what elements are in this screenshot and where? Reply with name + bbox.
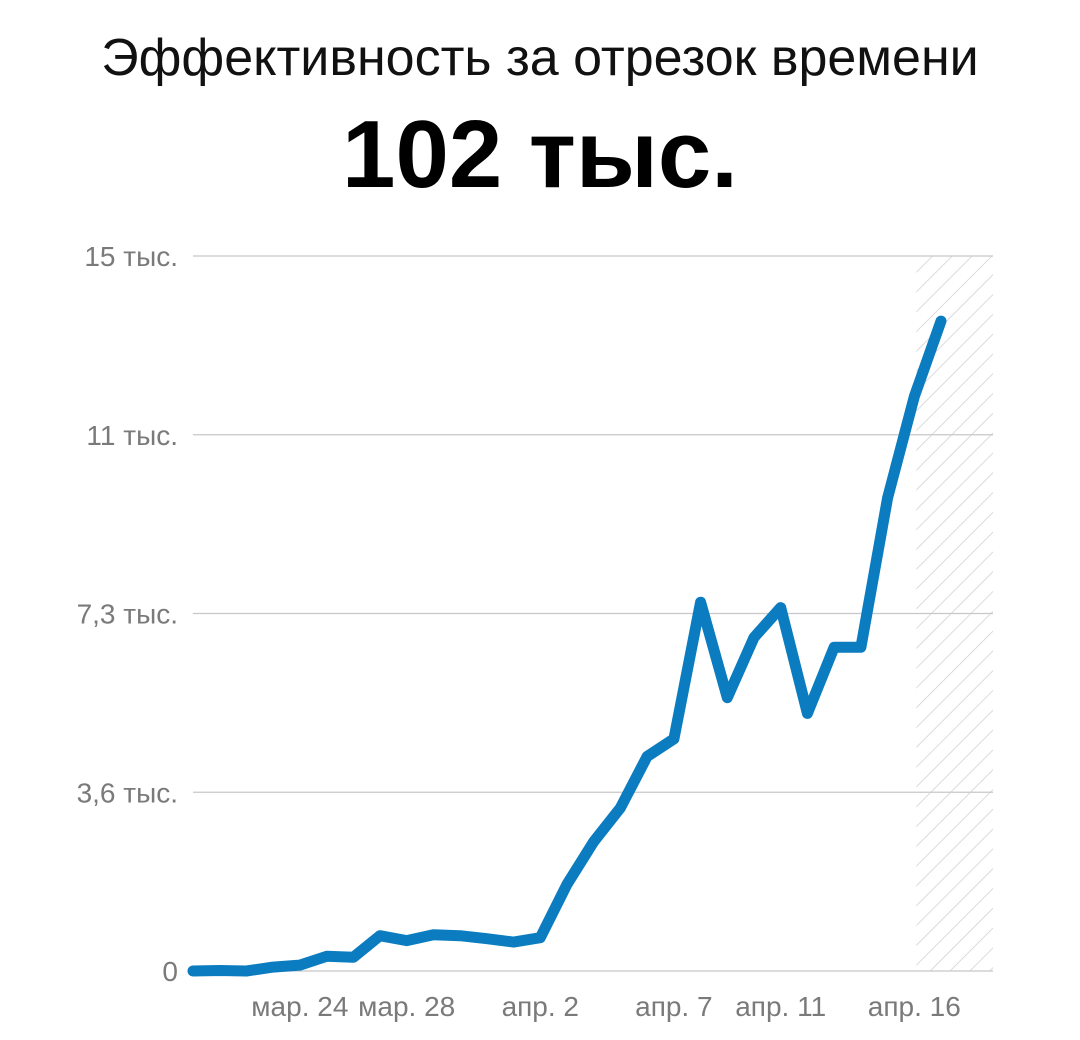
series-line — [187, 315, 947, 977]
y-tick-label: 15 тыс. — [84, 241, 178, 272]
x-tick-label: апр. 7 — [635, 991, 712, 1022]
x-axis-ticks: мар. 24 мар. 28 апр. 2 апр. 7 апр. 11 апр. 16 — [251, 991, 960, 1022]
y-tick-label: 7,3 тыс. — [77, 599, 178, 630]
y-tick-label: 0 — [162, 956, 178, 987]
total-value: 102 тыс. — [342, 101, 738, 208]
gridlines — [193, 255, 993, 972]
y-tick-label: 3,6 тыс. — [77, 777, 178, 808]
series — [187, 315, 947, 977]
x-tick-label: мар. 24 — [251, 991, 348, 1022]
x-tick-label: апр. 16 — [868, 991, 961, 1022]
x-tick-label: апр. 11 — [735, 991, 826, 1022]
chart-title: Эффективность за отрезок времени — [101, 29, 979, 87]
y-tick-label: 11 тыс. — [86, 420, 178, 451]
x-tick-label: мар. 28 — [358, 991, 455, 1022]
x-tick-label: апр. 2 — [502, 991, 579, 1022]
y-axis-ticks: 0 3,6 тыс. 7,3 тыс. 11 тыс. 15 тыс. — [77, 241, 178, 987]
